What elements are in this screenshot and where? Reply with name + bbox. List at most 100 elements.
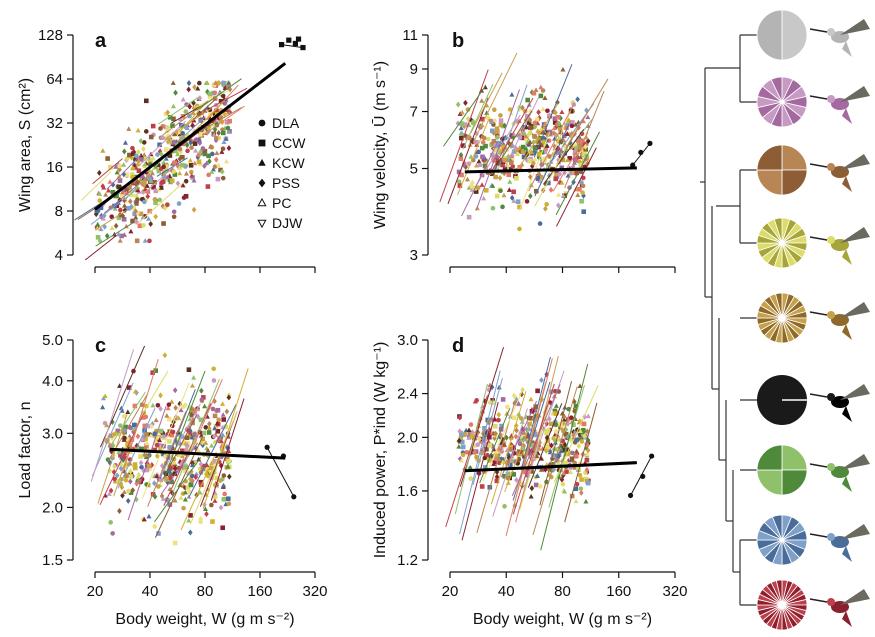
data-point bbox=[549, 442, 554, 449]
data-point bbox=[567, 156, 572, 161]
data-point bbox=[535, 137, 541, 143]
species-fit-lines bbox=[445, 346, 599, 551]
data-point bbox=[487, 458, 492, 463]
data-point bbox=[226, 501, 232, 507]
data-point bbox=[480, 140, 486, 145]
data-point bbox=[209, 169, 215, 174]
species-fit-line bbox=[445, 395, 488, 528]
legend-marker bbox=[257, 197, 267, 207]
data-point bbox=[177, 116, 183, 122]
data-point bbox=[457, 183, 463, 188]
data-point bbox=[220, 412, 226, 417]
data-point bbox=[158, 392, 163, 399]
species-fit-line bbox=[492, 408, 528, 517]
data-point bbox=[125, 409, 131, 414]
y-tick-label: 5 bbox=[410, 161, 418, 178]
data-point bbox=[180, 96, 186, 102]
data-point bbox=[543, 447, 549, 454]
data-point bbox=[458, 125, 464, 131]
data-point bbox=[220, 432, 226, 438]
species-fit-line bbox=[459, 370, 501, 535]
data-point bbox=[201, 463, 207, 469]
data-point bbox=[537, 484, 543, 489]
data-point bbox=[533, 404, 539, 409]
data-point bbox=[171, 116, 176, 122]
data-point bbox=[167, 439, 172, 444]
data-point bbox=[184, 142, 190, 149]
data-point bbox=[546, 427, 551, 433]
data-point bbox=[155, 152, 160, 157]
data-point bbox=[112, 206, 118, 211]
data-point bbox=[128, 474, 134, 479]
species-pie-wedge bbox=[781, 144, 808, 171]
data-point bbox=[491, 400, 497, 406]
data-point bbox=[508, 433, 514, 438]
data-point bbox=[156, 168, 162, 174]
data-point bbox=[113, 222, 119, 229]
data-point bbox=[578, 486, 584, 491]
data-point bbox=[130, 180, 136, 186]
data-point bbox=[207, 158, 212, 165]
data-point bbox=[474, 139, 479, 145]
data-point bbox=[225, 496, 231, 502]
data-point bbox=[212, 425, 218, 431]
data-point bbox=[192, 84, 197, 91]
data-point bbox=[169, 178, 175, 184]
species-fit-line bbox=[494, 110, 533, 170]
outlier-point bbox=[295, 36, 302, 42]
data-point bbox=[494, 478, 500, 484]
y-axis-label: Wing area, S (cm²) bbox=[17, 78, 34, 212]
data-point bbox=[562, 488, 568, 494]
data-point bbox=[470, 429, 475, 436]
species-fit-line bbox=[443, 85, 486, 147]
data-point bbox=[165, 174, 171, 180]
data-point bbox=[570, 120, 575, 125]
bird-wing bbox=[840, 454, 870, 470]
data-point bbox=[178, 407, 184, 413]
data-point bbox=[162, 352, 168, 359]
data-point bbox=[532, 156, 538, 162]
data-point bbox=[542, 121, 548, 127]
data-point bbox=[167, 115, 173, 120]
data-point bbox=[535, 128, 541, 133]
data-point bbox=[106, 491, 112, 496]
species-fit-line bbox=[156, 157, 188, 177]
data-point bbox=[224, 120, 230, 125]
data-point bbox=[466, 435, 472, 440]
data-point bbox=[117, 383, 123, 388]
bird-tail bbox=[842, 476, 852, 492]
data-point bbox=[183, 402, 188, 408]
data-point bbox=[578, 169, 584, 175]
data-point bbox=[555, 454, 561, 459]
species-fit-line bbox=[472, 52, 518, 143]
data-point bbox=[501, 192, 507, 198]
data-point bbox=[177, 170, 183, 176]
data-point bbox=[529, 442, 535, 448]
data-point bbox=[525, 113, 530, 119]
data-point bbox=[132, 211, 137, 217]
data-point bbox=[143, 436, 148, 442]
overall-fit-line bbox=[464, 166, 637, 174]
data-point bbox=[487, 442, 493, 448]
data-point bbox=[136, 472, 142, 478]
data-point bbox=[502, 122, 507, 129]
data-point bbox=[509, 160, 514, 166]
species-fit-line bbox=[457, 118, 490, 196]
data-point bbox=[226, 145, 232, 152]
data-point bbox=[519, 419, 525, 424]
data-point bbox=[128, 478, 133, 485]
data-point bbox=[131, 205, 136, 211]
data-point bbox=[203, 80, 209, 85]
data-point bbox=[579, 439, 585, 444]
data-point bbox=[459, 172, 464, 178]
data-point bbox=[473, 162, 480, 168]
data-point bbox=[163, 168, 168, 175]
legend: DLA CCW KCW PSS PC DJW bbox=[257, 115, 306, 231]
data-point bbox=[208, 465, 214, 471]
bird-head bbox=[827, 533, 835, 541]
data-point bbox=[213, 135, 219, 141]
species-pie-wedge bbox=[781, 469, 808, 496]
data-point bbox=[524, 199, 530, 204]
data-point bbox=[185, 470, 191, 476]
data-point bbox=[161, 164, 166, 170]
